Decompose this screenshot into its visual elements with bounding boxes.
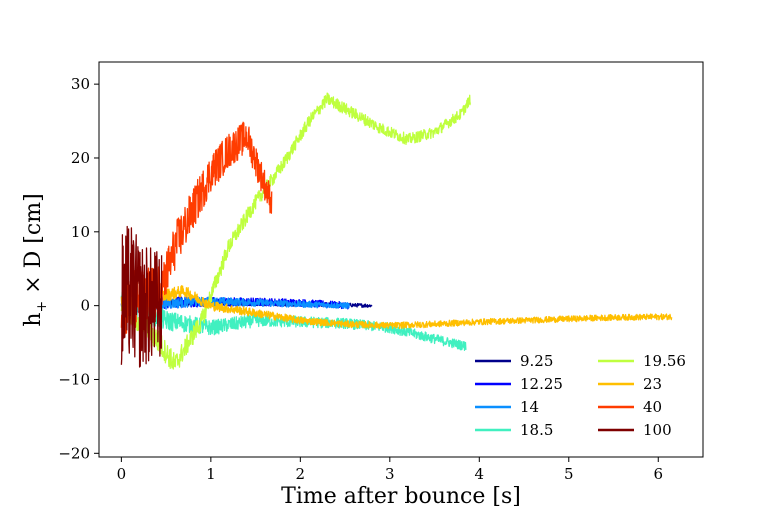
x-axis-title: Time after bounce [s] (281, 484, 521, 509)
series-line-23 (120, 285, 673, 330)
x-tick-label: 1 (206, 465, 216, 483)
legend-label: 100 (643, 421, 672, 439)
x-tick-label: 5 (564, 465, 574, 483)
x-tick-label: 0 (117, 465, 127, 483)
y-tick-label: 0 (80, 297, 90, 315)
x-axis-ticks: 0 1 2 3 4 5 6 (117, 457, 663, 483)
legend-label: 9.25 (520, 352, 553, 370)
y-tick-label: 20 (71, 149, 90, 167)
series-line-19.56 (120, 92, 471, 370)
series-layer (120, 92, 673, 370)
legend-label: 19.56 (643, 352, 686, 370)
legend-label: 12.25 (520, 375, 563, 393)
x-tick-label: 4 (475, 465, 485, 483)
legend-label: 18.5 (520, 421, 553, 439)
x-tick-label: 2 (296, 465, 306, 483)
y-tick-label: 10 (71, 223, 90, 241)
plot-frame (98, 61, 704, 458)
y-axis-ticks: −20 −10 0 10 20 30 (58, 75, 99, 462)
x-tick-label: 6 (653, 465, 663, 483)
series-line-100 (120, 225, 163, 368)
legend-label: 14 (520, 398, 539, 416)
y-tick-label: −10 (58, 370, 90, 388)
legend-label: 23 (643, 375, 662, 393)
y-tick-label: 30 (71, 75, 90, 93)
y-tick-label: −20 (58, 444, 90, 462)
legend: 9.25 12.25 14 18.5 19.56 23 40 100 (475, 352, 686, 439)
series-line-18.5 (120, 291, 467, 351)
x-tick-label: 3 (385, 465, 395, 483)
legend-label: 40 (643, 398, 662, 416)
y-axis-title: h+ × D [cm] (21, 193, 50, 326)
